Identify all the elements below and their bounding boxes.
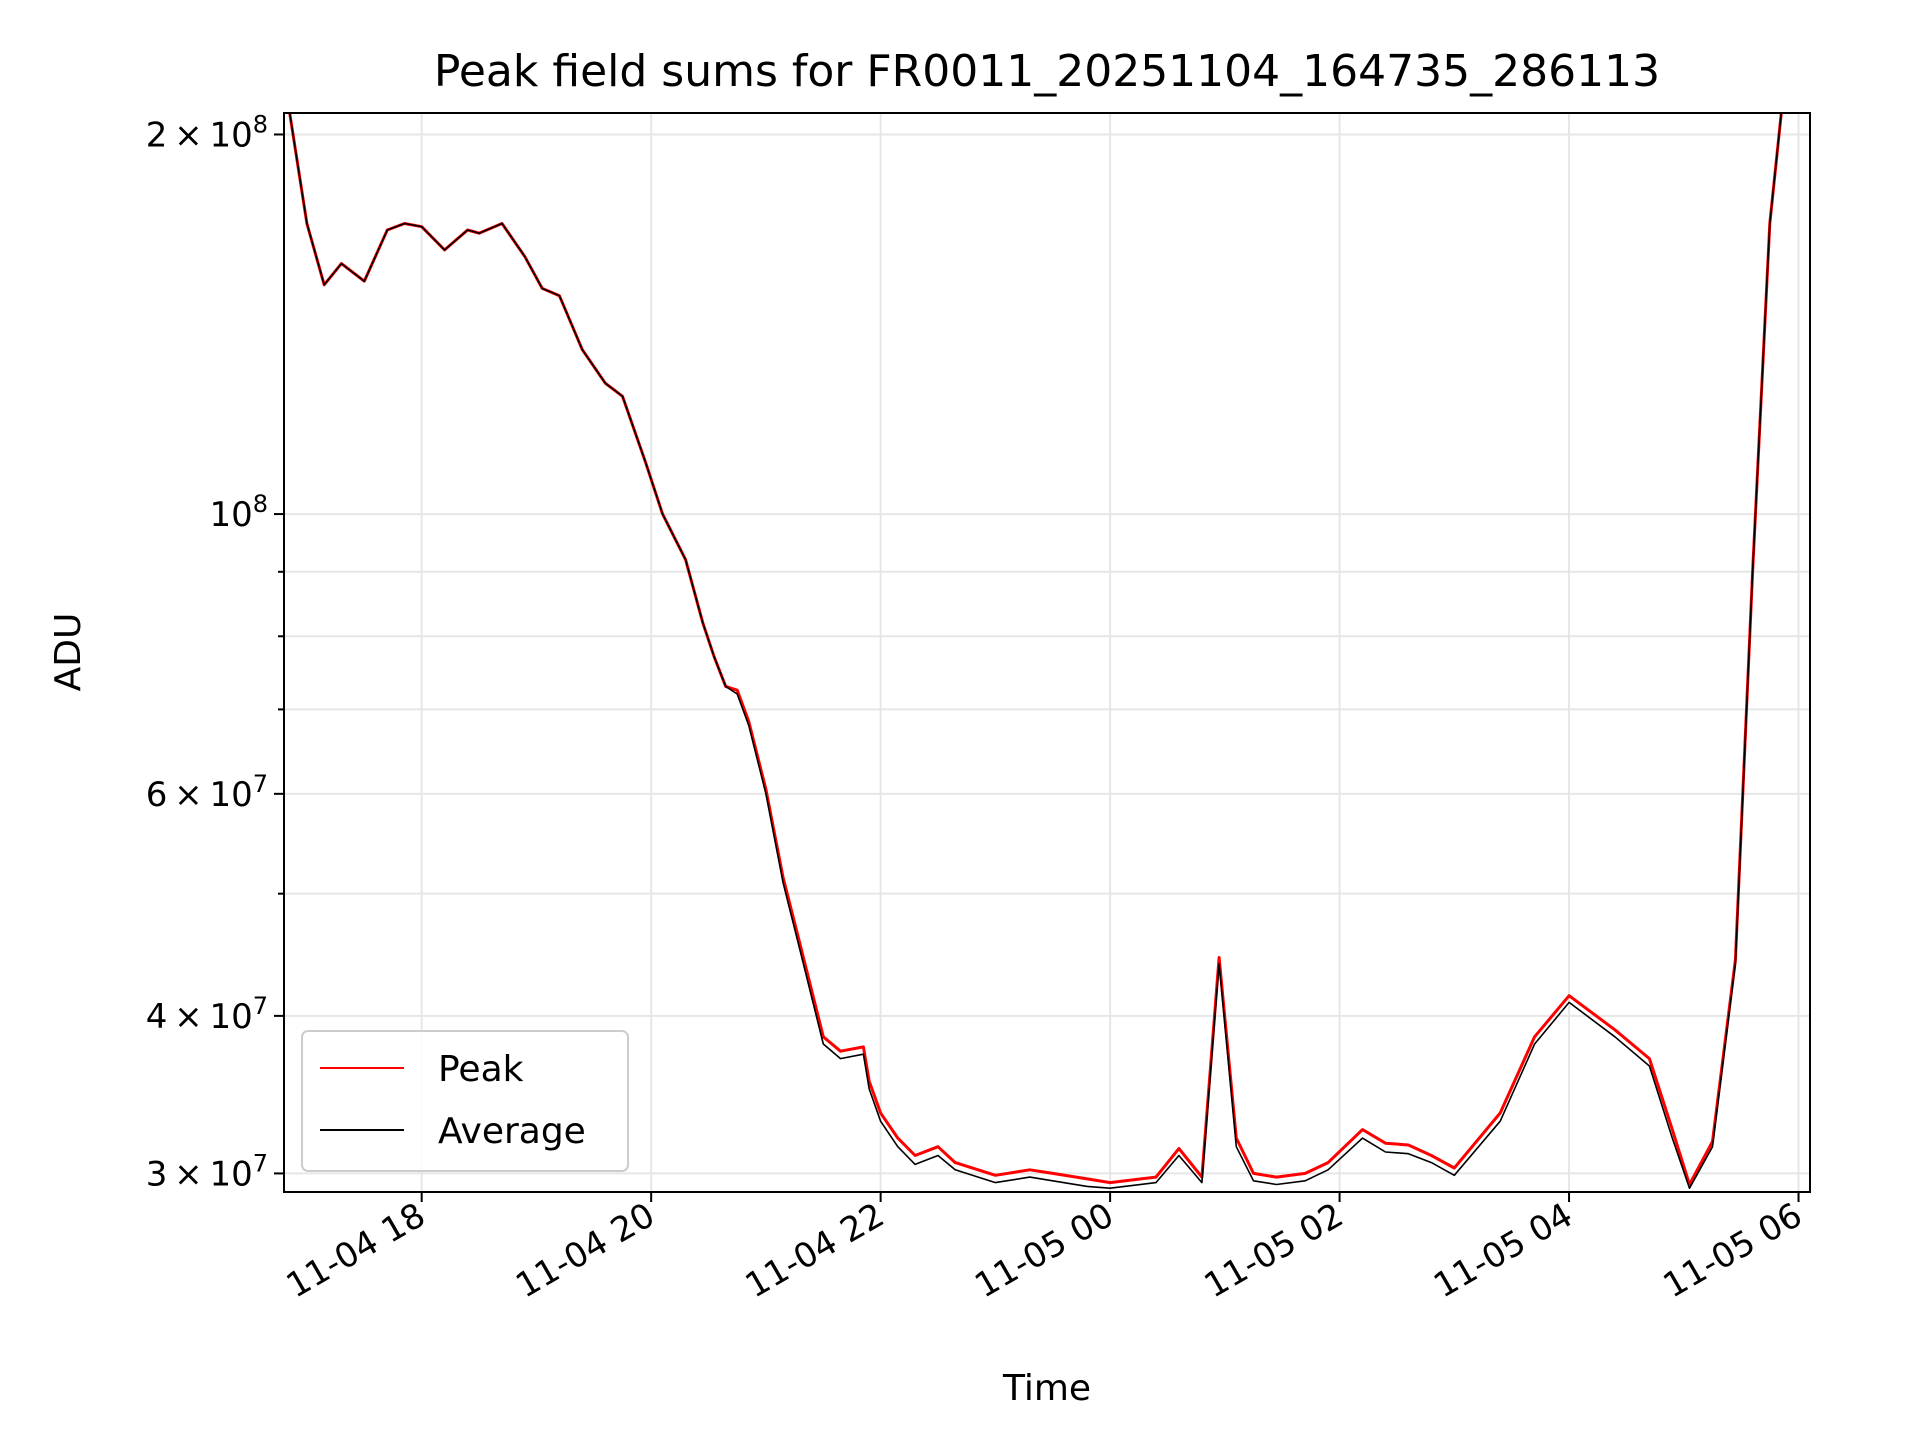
grid bbox=[284, 113, 1810, 1192]
y-axis-label: ADU bbox=[48, 613, 89, 692]
legend-label-peak: Peak bbox=[438, 1049, 524, 1090]
series-line-average bbox=[288, 112, 1783, 1189]
legend-box bbox=[301, 1030, 629, 1172]
y-tick-label: 6 × 107 bbox=[146, 770, 268, 815]
x-axis-label: Time bbox=[1002, 1368, 1091, 1409]
legend-label-average: Average bbox=[438, 1111, 586, 1152]
legend: Peak Average bbox=[301, 1030, 629, 1172]
y-tick-label: 2 × 108 bbox=[146, 110, 268, 155]
y-tick-label: 108 bbox=[209, 490, 268, 535]
chart-title: Peak field sums for FR0011_20251104_1647… bbox=[434, 46, 1660, 97]
plot-frame bbox=[283, 112, 1811, 1193]
y-tick-label: 4 × 107 bbox=[146, 992, 268, 1037]
series-lines bbox=[288, 112, 1783, 1189]
y-tick-label: 3 × 107 bbox=[146, 1149, 268, 1194]
